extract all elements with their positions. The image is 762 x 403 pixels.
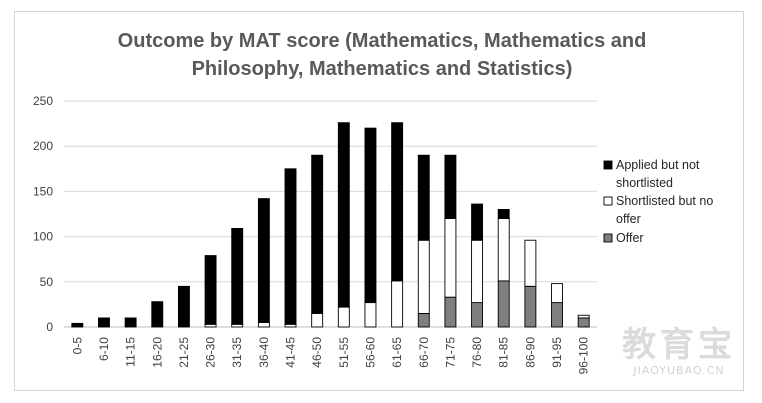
bar-segment-applied-but-not-shortlisted <box>284 168 297 325</box>
x-tick-label: 96-100 <box>577 337 591 375</box>
x-tick-label: 56-60 <box>363 337 377 368</box>
bar-segment-shortlisted-but-no-offer <box>391 280 404 328</box>
bar-segment-shortlisted-but-no-offer <box>524 239 537 287</box>
y-tick-label: 150 <box>33 184 53 198</box>
bar-segment-applied-but-not-shortlisted <box>444 154 457 219</box>
bar-segment-offer <box>471 302 484 328</box>
bar-segment-applied-but-not-shortlisted <box>231 228 244 325</box>
bar-segment-offer <box>444 296 457 328</box>
bar-segment-applied-but-not-shortlisted <box>497 209 510 219</box>
legend: Applied but not shortlisted Shortlisted bu… <box>603 158 713 245</box>
bar-segment-applied-but-not-shortlisted <box>311 154 324 314</box>
x-tick-label: 26-30 <box>204 337 218 368</box>
x-tick-label: 76-80 <box>470 337 484 368</box>
bar-segment-offer <box>524 285 537 328</box>
y-tick-label: 250 <box>33 94 53 108</box>
legend-swatch <box>603 160 613 170</box>
chart-title-line-2: Philosophy, Mathematics and Statistics) <box>192 58 573 80</box>
bar-segment-applied-but-not-shortlisted <box>391 122 404 282</box>
bar-segment-shortlisted-but-no-offer <box>551 283 563 304</box>
bar-segment-offer <box>551 302 563 328</box>
legend-swatch <box>603 196 613 206</box>
y-axis-tick-labels: 0 50 100 150 200 250 <box>33 94 53 334</box>
gridlines <box>64 100 597 328</box>
y-tick-label: 200 <box>33 139 53 153</box>
bars <box>71 122 590 328</box>
bar-segment-offer <box>417 312 430 328</box>
bar-segment-shortlisted-but-no-offer <box>471 239 484 304</box>
bar-segment-applied-but-not-shortlisted <box>177 285 190 328</box>
x-tick-label: 16-20 <box>150 337 164 368</box>
x-tick-label: 61-65 <box>390 337 404 368</box>
bar-segment-applied-but-not-shortlisted <box>71 322 84 328</box>
legend-label: Applied but not <box>616 158 700 172</box>
x-tick-label: 51-55 <box>337 337 351 368</box>
x-tick-label: 6-10 <box>97 337 111 361</box>
y-tick-label: 50 <box>40 275 54 289</box>
bar-segment-applied-but-not-shortlisted <box>257 198 270 323</box>
bar-segment-applied-but-not-shortlisted <box>204 255 217 325</box>
bar-segment-shortlisted-but-no-offer <box>497 218 510 282</box>
bar-segment-shortlisted-but-no-offer <box>337 306 350 328</box>
watermark-logo: 教育宝 JIAOYUBAO.CN <box>604 326 754 386</box>
legend-label: offer <box>616 212 641 226</box>
x-tick-label: 91-95 <box>550 337 564 368</box>
bar-segment-offer <box>577 317 590 328</box>
bar-segment-shortlisted-but-no-offer <box>257 322 270 328</box>
x-tick-label: 41-45 <box>284 337 298 368</box>
bar-segment-shortlisted-but-no-offer <box>364 302 377 328</box>
legend-label: Offer <box>616 231 644 245</box>
chart-title-line-1: Outcome by MAT score (Mathematics, Mathe… <box>118 30 647 52</box>
x-tick-label: 81-85 <box>497 337 511 368</box>
x-tick-label: 46-50 <box>310 337 324 368</box>
bar-segment-applied-but-not-shortlisted <box>471 203 484 241</box>
bar-segment-shortlisted-but-no-offer <box>577 314 590 319</box>
legend-label: shortlisted <box>616 176 673 190</box>
watermark-logo-text: 教育宝 <box>622 325 736 365</box>
bar-segment-offer <box>497 280 510 328</box>
x-tick-label: 66-70 <box>417 337 431 368</box>
x-tick-label: 31-35 <box>230 337 244 368</box>
bar-segment-shortlisted-but-no-offer <box>311 312 324 328</box>
bar-segment-applied-but-not-shortlisted <box>417 154 430 241</box>
x-tick-label: 0-5 <box>70 337 84 355</box>
x-axis-tick-labels: 0-5 6-10 11-15 16-20 21-25 26-30 31-35 36-40 41-… <box>70 337 590 375</box>
chart-title: Outcome by MAT score (Mathematics, Mathe… <box>118 30 647 80</box>
bar-segment-shortlisted-but-no-offer <box>444 218 457 298</box>
bar-segment-applied-but-not-shortlisted <box>337 122 350 308</box>
x-tick-label: 36-40 <box>257 337 271 368</box>
bar-segment-applied-but-not-shortlisted <box>364 127 377 304</box>
y-tick-label: 100 <box>33 230 53 244</box>
x-tick-label: 71-75 <box>443 337 457 368</box>
bar-segment-applied-but-not-shortlisted <box>98 317 110 328</box>
chart-frame: Outcome by MAT score (Mathematics, Mathe… <box>14 11 744 391</box>
chart-svg: Outcome by MAT score (Mathematics, Mathe… <box>33 30 713 375</box>
legend-label: Shortlisted but no <box>616 194 713 208</box>
bar-segment-applied-but-not-shortlisted <box>151 301 164 328</box>
x-tick-label: 11-15 <box>124 337 138 367</box>
x-tick-label: 21-25 <box>177 337 191 368</box>
y-tick-label: 0 <box>46 320 53 334</box>
bar-segment-shortlisted-but-no-offer <box>417 239 430 314</box>
watermark-url-text: JIAOYUBAO.CN <box>633 364 725 377</box>
x-tick-label: 86-90 <box>523 337 537 368</box>
bar-segment-applied-but-not-shortlisted <box>124 317 137 328</box>
legend-swatch <box>603 233 613 243</box>
